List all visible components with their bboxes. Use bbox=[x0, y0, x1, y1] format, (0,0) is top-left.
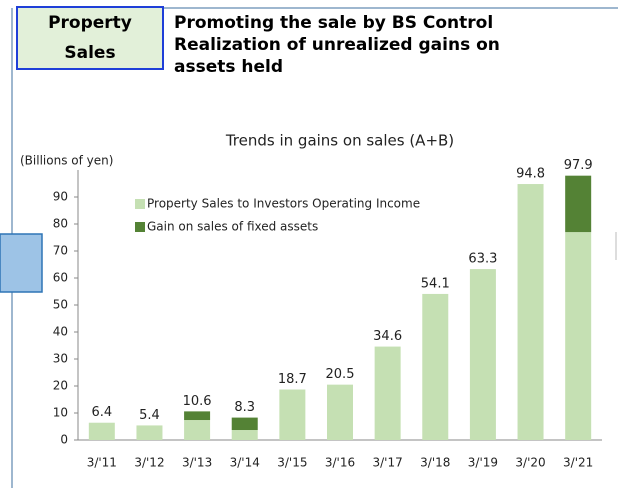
y-tick-label: 40 bbox=[53, 325, 68, 339]
x-tick-label: 3/'14 bbox=[230, 456, 260, 470]
total-label: 18.7 bbox=[278, 372, 307, 387]
y-tick-label: 60 bbox=[53, 271, 68, 285]
bar-segment bbox=[327, 384, 353, 440]
legend-label: Gain on sales of fixed assets bbox=[147, 220, 318, 234]
legend-swatch bbox=[135, 222, 145, 232]
bar-segment bbox=[231, 430, 258, 440]
legend-label: Property Sales to Investors Operating In… bbox=[147, 197, 420, 211]
bar-segment bbox=[231, 417, 258, 431]
bar-segment bbox=[88, 422, 115, 440]
x-tick-label: 3/'17 bbox=[373, 456, 403, 470]
total-label: 63.3 bbox=[468, 252, 497, 267]
x-tick-label: 3/'13 bbox=[182, 456, 212, 470]
total-label: 20.5 bbox=[326, 367, 355, 382]
y-axis-label: (Billions of yen) bbox=[20, 154, 113, 168]
bar-segment bbox=[184, 420, 211, 440]
bar-segment bbox=[136, 425, 163, 440]
x-tick-label: 3/'15 bbox=[277, 456, 307, 470]
header-label: Property Sales bbox=[16, 6, 164, 70]
total-label: 97.9 bbox=[564, 158, 593, 173]
bar-segment bbox=[469, 269, 496, 440]
y-tick-label: 80 bbox=[53, 217, 68, 231]
total-label: 5.4 bbox=[139, 408, 160, 423]
y-tick-label: 10 bbox=[53, 406, 68, 420]
y-tick-label: 90 bbox=[53, 190, 68, 204]
y-tick-label: 30 bbox=[53, 352, 68, 366]
total-label: 10.6 bbox=[183, 394, 212, 409]
chart-title: Trends in gains on sales (A+B) bbox=[225, 132, 454, 150]
y-tick-label: 50 bbox=[53, 298, 68, 312]
bar-segment bbox=[565, 175, 592, 233]
y-tick-label: 20 bbox=[53, 379, 68, 393]
x-tick-label: 3/'21 bbox=[563, 456, 593, 470]
bar-segment bbox=[374, 346, 401, 440]
legend-swatch bbox=[135, 199, 145, 209]
bar-segment bbox=[517, 184, 544, 440]
total-label: 94.8 bbox=[516, 167, 545, 182]
y-tick-label: 0 bbox=[60, 433, 68, 447]
title-line: Promoting the sale by BS Control bbox=[174, 13, 494, 33]
title-line: assets held bbox=[174, 57, 284, 77]
total-label: 6.4 bbox=[91, 405, 112, 420]
x-tick-label: 3/'12 bbox=[134, 456, 164, 470]
bar-segment bbox=[184, 411, 211, 421]
bar-segment bbox=[565, 232, 592, 440]
bar-segment bbox=[422, 293, 449, 440]
x-tick-label: 3/'18 bbox=[420, 456, 450, 470]
bar-segment bbox=[279, 389, 306, 440]
total-label: 34.6 bbox=[373, 329, 402, 344]
x-tick-label: 3/'11 bbox=[87, 456, 117, 470]
x-tick-label: 3/'16 bbox=[325, 456, 355, 470]
y-tick-label: 70 bbox=[53, 244, 68, 258]
title-line: Realization of unrealized gains on bbox=[174, 35, 500, 55]
total-label: 8.3 bbox=[234, 400, 255, 415]
x-tick-label: 3/'20 bbox=[515, 456, 545, 470]
header-title: Promoting the sale by BS Control Realizat… bbox=[174, 12, 500, 78]
arrow-shape bbox=[0, 233, 43, 293]
x-tick-label: 3/'19 bbox=[468, 456, 498, 470]
total-label: 54.1 bbox=[421, 276, 450, 291]
